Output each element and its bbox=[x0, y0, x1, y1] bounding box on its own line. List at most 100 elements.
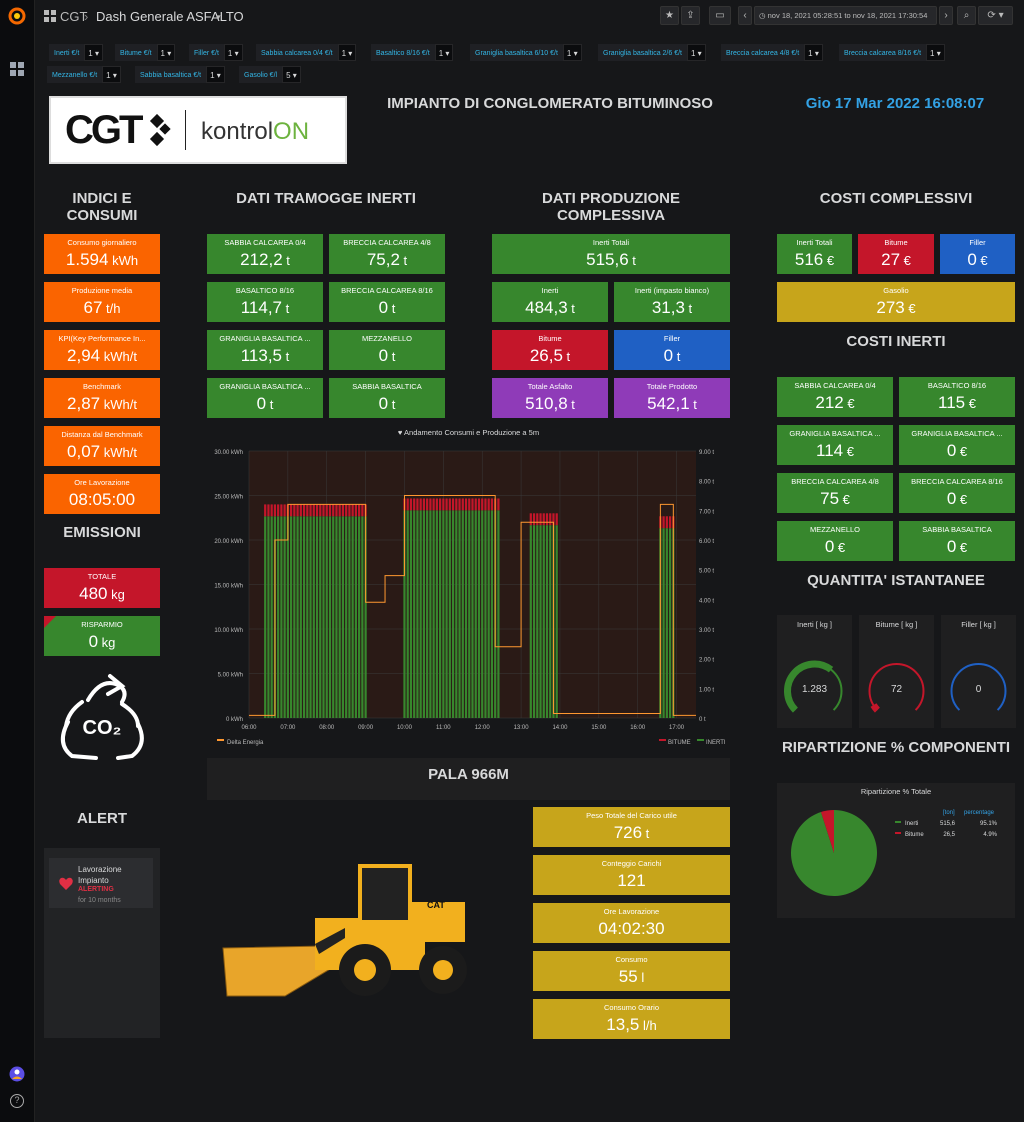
variable-select[interactable]: 1 ▾ bbox=[926, 44, 945, 61]
zoom-out-button[interactable]: ⌕ bbox=[957, 6, 976, 25]
tramoggia-stat[interactable]: MEZZANELLO 0 t bbox=[329, 330, 445, 370]
variable-9[interactable]: Mezzanello €/t 1 ▾ bbox=[47, 66, 121, 83]
filler-stat[interactable]: Filler 0 t bbox=[614, 330, 730, 370]
costo-inerte-stat[interactable]: SABBIA CALCAREA 0/4 212 € bbox=[777, 377, 893, 417]
consumi-chart[interactable]: 0 kWh 5.00 kWh 10.00 kWh 15.00 kWh 20.00 kWh… bbox=[207, 424, 730, 751]
dashboard-dropdown-icon[interactable]: ▾ bbox=[216, 12, 221, 22]
totale-asfalto-stat[interactable]: Totale Asfalto 510,8 t bbox=[492, 378, 608, 418]
variable-1[interactable]: Bitume €/t 1 ▾ bbox=[115, 44, 176, 61]
share-button[interactable]: ⇪ bbox=[681, 6, 700, 25]
costo-gasolio-stat[interactable]: Gasolio 273 € bbox=[777, 282, 1015, 322]
costo-inerte-stat[interactable]: BRECCIA CALCAREA 8/16 0 € bbox=[899, 473, 1015, 513]
variable-value: 1 bbox=[341, 49, 347, 58]
costo-inerte-stat[interactable]: SABBIA BASALTICA 0 € bbox=[899, 521, 1015, 561]
emissioni-totale-stat[interactable]: TOTALE 480 kg bbox=[44, 568, 160, 608]
y2-tick-label: 0 t bbox=[699, 717, 706, 723]
variable-7[interactable]: Breccia calcarea 4/8 €/t 1 ▾ bbox=[721, 44, 823, 61]
stat-label: GRANIGLIA BASALTICA ... bbox=[219, 382, 311, 391]
inerti-bianco-stat[interactable]: Inerti (impasto bianco) 31,3 t bbox=[614, 282, 730, 322]
variable-6[interactable]: Graniglia basaltica 2/6 €/t 1 ▾ bbox=[598, 44, 706, 61]
y2-tick-label: 7.00 t bbox=[699, 509, 714, 515]
gauge-value: 1.283 bbox=[801, 684, 828, 695]
variable-select[interactable]: 1 ▾ bbox=[156, 44, 176, 61]
tramoggia-stat[interactable]: SABBIA CALCAREA 0/4 212,2 t bbox=[207, 234, 323, 274]
indice-stat[interactable]: Consumo giornaliero 1.594 kWh bbox=[44, 234, 160, 274]
inerti-totali-stat[interactable]: Inerti Totali 515,6 t bbox=[492, 234, 730, 274]
costo-inerti-stat[interactable]: Inerti Totali 516 € bbox=[777, 234, 852, 274]
variable-8[interactable]: Breccia calcarea 8/16 €/t 1 ▾ bbox=[839, 44, 945, 61]
variable-5[interactable]: Graniglia basaltica 6/10 €/t 1 ▾ bbox=[470, 44, 582, 61]
indice-stat[interactable]: Benchmark 2,87 kWh/t bbox=[44, 378, 160, 418]
star-button[interactable]: ★ bbox=[660, 6, 679, 25]
variable-3[interactable]: Sabbia calcarea 0/4 €/t 1 ▾ bbox=[256, 44, 357, 61]
costo-inerte-stat[interactable]: BASALTICO 8/16 115 € bbox=[899, 377, 1015, 417]
tramoggia-stat[interactable]: BASALTICO 8/16 114,7 t bbox=[207, 282, 323, 322]
variable-0[interactable]: Inerti €/t 1 ▾ bbox=[49, 44, 103, 61]
bitume-bar bbox=[497, 498, 500, 511]
variable-select[interactable]: 1 ▾ bbox=[434, 44, 454, 61]
dashboard-grid-icon bbox=[44, 10, 56, 22]
costo-inerte-stat[interactable]: GRANIGLIA BASALTICA ... 0 € bbox=[899, 425, 1015, 465]
variable-select[interactable]: 1 ▾ bbox=[687, 44, 706, 61]
time-back-button[interactable]: ‹ bbox=[738, 6, 752, 25]
variable-10[interactable]: Sabbia basaltica €/t 1 ▾ bbox=[135, 66, 225, 83]
user-avatar-icon[interactable] bbox=[9, 1066, 25, 1082]
tramoggia-stat[interactable]: BRECCIA CALCAREA 4/8 75,2 t bbox=[329, 234, 445, 274]
indice-stat[interactable]: KPI(Key Performance In... 2,94 kWh/t bbox=[44, 330, 160, 370]
emissioni-risparmio-stat[interactable]: RISPARMIO 0 kg bbox=[44, 616, 160, 656]
variable-select[interactable]: 1 ▾ bbox=[562, 44, 582, 61]
tramoggia-stat[interactable]: BRECCIA CALCAREA 8/16 0 t bbox=[329, 282, 445, 322]
pala-stat[interactable]: Conteggio Carichi 121 bbox=[533, 855, 730, 895]
tramoggia-stat[interactable]: GRANIGLIA BASALTICA ... 113,5 t bbox=[207, 330, 323, 370]
refresh-button[interactable]: ⟳ ▾ bbox=[978, 6, 1013, 25]
inerti-bar bbox=[290, 516, 293, 718]
inerti-stat[interactable]: Inerti 484,3 t bbox=[492, 282, 608, 322]
totale-prodotto-stat[interactable]: Totale Prodotto 542,1 t bbox=[614, 378, 730, 418]
stat-value: 31,3 t bbox=[614, 298, 730, 318]
breadcrumb-folder[interactable]: CGT bbox=[60, 9, 88, 24]
variable-select[interactable]: 5 ▾ bbox=[282, 66, 301, 83]
costo-filler-stat[interactable]: Filler 0 € bbox=[940, 234, 1015, 274]
variable-2[interactable]: Filler €/t 1 ▾ bbox=[189, 44, 243, 61]
variable-select[interactable]: 1 ▾ bbox=[337, 44, 357, 61]
stat-label: MEZZANELLO bbox=[809, 525, 860, 534]
pala-stat[interactable]: Ore Lavorazione 04:02:30 bbox=[533, 903, 730, 943]
inerti-bar bbox=[335, 516, 338, 718]
variable-label: Gasolio €/l bbox=[239, 66, 283, 83]
variable-11[interactable]: Gasolio €/l 5 ▾ bbox=[239, 66, 301, 83]
tramoggia-stat[interactable]: GRANIGLIA BASALTICA ... 0 t bbox=[207, 378, 323, 418]
indice-stat[interactable]: Distanza dal Benchmark 0,07 kWh/t bbox=[44, 426, 160, 466]
stat-number: 515,6 bbox=[586, 250, 629, 269]
costo-inerte-stat[interactable]: BRECCIA CALCAREA 4/8 75 € bbox=[777, 473, 893, 513]
grafana-logo-icon[interactable] bbox=[7, 6, 27, 26]
pala-stat[interactable]: Consumo 55 l bbox=[533, 951, 730, 991]
help-icon[interactable]: ? bbox=[10, 1094, 24, 1108]
variable-select[interactable]: 1 ▾ bbox=[84, 44, 103, 61]
costo-inerte-stat[interactable]: GRANIGLIA BASALTICA ... 114 € bbox=[777, 425, 893, 465]
stat-label: Distanza dal Benchmark bbox=[61, 430, 143, 439]
alert-item[interactable]: Lavorazione Impianto ALERTING for 10 mon… bbox=[49, 858, 153, 908]
costo-bitume-stat[interactable]: Bitume 27 € bbox=[858, 234, 934, 274]
dashboard-title[interactable]: Dash Generale ASFALTO bbox=[96, 9, 244, 24]
variable-select[interactable]: 1 ▾ bbox=[206, 66, 225, 83]
time-forward-button[interactable]: › bbox=[939, 6, 953, 25]
dashboards-icon[interactable] bbox=[10, 62, 24, 76]
indice-stat[interactable]: Ore Lavorazione 08:05:00 bbox=[44, 474, 160, 514]
bitume-bar bbox=[487, 498, 490, 511]
pala-stat[interactable]: Consumo Orario 13,5 l/h bbox=[533, 999, 730, 1039]
pala-stat[interactable]: Peso Totale del Carico utile 726 t bbox=[533, 807, 730, 847]
inerti-bar bbox=[487, 510, 490, 718]
variable-4[interactable]: Basaltico 8/16 €/t 1 ▾ bbox=[371, 44, 454, 61]
tv-mode-button[interactable]: ▭ bbox=[709, 6, 731, 25]
indice-stat[interactable]: Produzione media 67 t/h bbox=[44, 282, 160, 322]
y-tick-label: 25.00 kWh bbox=[214, 495, 243, 501]
tramoggia-stat[interactable]: SABBIA BASALTICA 0 t bbox=[329, 378, 445, 418]
bitume-stat[interactable]: Bitume 26,5 t bbox=[492, 330, 608, 370]
stat-number: 31,3 bbox=[651, 298, 685, 317]
variable-select[interactable]: 1 ▾ bbox=[223, 44, 243, 61]
ripartizione-pie[interactable]: [ton] percentage Inerti 515,6 95.1% Bitume 26,… bbox=[777, 783, 1015, 918]
variable-select[interactable]: 1 ▾ bbox=[804, 44, 823, 61]
variable-select[interactable]: 1 ▾ bbox=[102, 66, 121, 83]
time-range-picker[interactable]: ◷ nov 18, 2021 05:28:51 to nov 18, 2021 … bbox=[754, 6, 937, 25]
costo-inerte-stat[interactable]: MEZZANELLO 0 € bbox=[777, 521, 893, 561]
